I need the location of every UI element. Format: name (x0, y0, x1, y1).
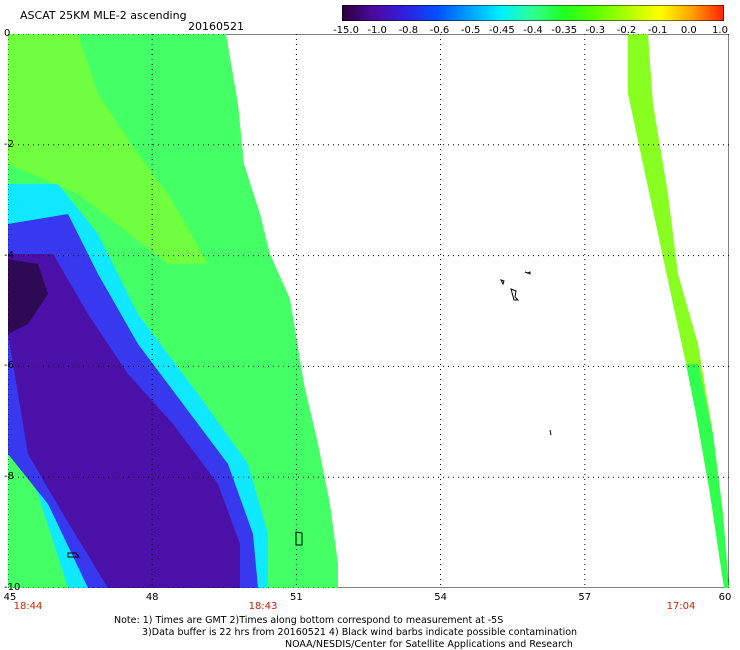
x-tick-label: 57 (578, 592, 592, 603)
colorbar-label: -1.0 (367, 25, 387, 36)
colorbar-label: -0.35 (551, 25, 578, 36)
island-2 (524, 271, 531, 275)
colorbar-label: 1.0 (712, 25, 728, 36)
scatterometer-swaths (8, 34, 729, 588)
note-line-2: 3)Data buffer is 22 hrs from 20160521 4)… (142, 627, 578, 638)
x-tick-label: 45 (3, 592, 17, 603)
map-date: 20160521 (188, 20, 244, 33)
colorbar-label: -0.8 (398, 25, 419, 36)
x-tick-label: 60 (718, 592, 732, 603)
coastlines (67, 271, 552, 558)
colorbar-label: -0.2 (616, 25, 637, 36)
grid-lines (8, 34, 729, 588)
colorbar-label: -15.0 (333, 25, 359, 36)
colorbar-label: -0.1 (647, 25, 668, 36)
colorbar-gradient (342, 5, 724, 21)
island-1 (500, 279, 505, 286)
x-tick-label: 51 (290, 592, 303, 603)
time-label: 17:04 (666, 601, 696, 612)
time-label: 18:43 (248, 601, 278, 612)
colorbar-label: -0.4 (523, 25, 543, 36)
swath-left-yellowgreen (8, 34, 208, 264)
colorbar-label: -0.3 (585, 25, 606, 36)
x-tick-label: 48 (145, 592, 159, 603)
island-5 (295, 531, 303, 546)
island-6 (67, 552, 80, 558)
map-plot (8, 34, 729, 588)
swath-left-purple (8, 254, 240, 588)
y-tick-label: -8 (4, 471, 14, 483)
x-tick-label: 54 (434, 592, 447, 603)
island-4 (549, 429, 552, 436)
colorbar-label: -0.45 (488, 25, 515, 36)
y-tick-label: -2 (4, 138, 14, 150)
swath-left-dark (8, 259, 48, 334)
colorbar-label: -0.6 (429, 25, 450, 36)
y-tick-label: -10 (4, 582, 21, 593)
y-tick-label: -6 (4, 360, 14, 372)
note-line-3: NOAA/NESDIS/Center for Satellite Applica… (285, 639, 573, 650)
y-tick-label: 0 (4, 28, 11, 39)
colorbar-label: -0.5 (460, 25, 481, 36)
island-3 (510, 288, 520, 301)
swath-right-green (686, 364, 729, 588)
colorbar-label: 0.0 (680, 25, 697, 36)
map-title: ASCAT 25KM MLE-2 ascending (20, 9, 187, 22)
colorbar (342, 5, 724, 21)
time-label: 18:44 (13, 601, 43, 612)
note-line-1: Note: 1) Times are GMT 2)Times along bot… (114, 615, 504, 626)
y-tick-label: -4 (4, 249, 14, 261)
